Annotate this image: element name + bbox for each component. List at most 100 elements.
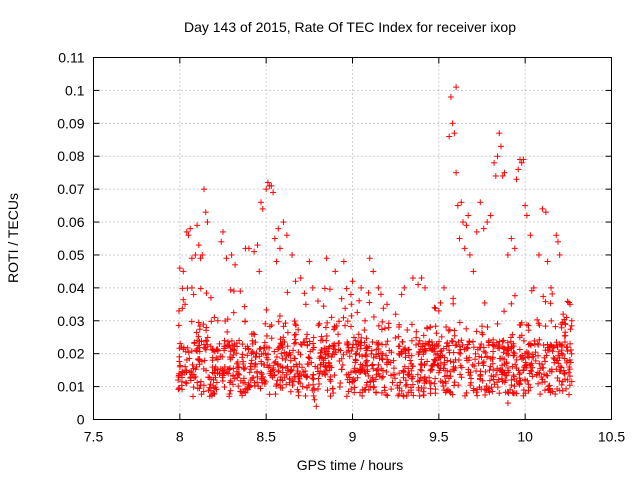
data-point [317,361,324,368]
data-point [390,365,397,372]
data-point [330,346,337,353]
data-point [417,366,424,373]
data-point [295,392,302,399]
data-point [457,346,464,353]
data-point [227,348,234,355]
data-point [464,345,471,352]
data-point [237,388,244,395]
data-point [343,349,350,356]
data-point [413,334,420,341]
data-point [192,373,199,380]
data-point [418,356,425,363]
data-point [301,290,308,297]
data-point [177,340,184,347]
data-point [413,341,420,348]
data-point [323,332,330,339]
data-point [270,189,277,196]
data-point [318,347,325,354]
data-point [279,384,286,391]
data-point [194,379,201,386]
data-point [561,339,568,346]
data-point [251,248,258,255]
data-point [211,348,218,355]
data-point [563,359,570,366]
data-point [196,344,203,351]
data-point [472,356,479,363]
data-point [175,307,182,314]
data-point [287,388,294,395]
data-point [409,375,416,382]
data-point [407,357,414,364]
data-point [207,387,214,394]
data-point [309,346,316,353]
data-point [354,338,361,345]
data-point [201,186,208,193]
data-point [477,375,484,382]
data-point [375,361,382,368]
data-point [271,372,278,379]
data-point [446,133,453,140]
data-point [230,365,237,372]
data-point [271,359,278,366]
data-point [179,305,186,312]
data-point [202,345,209,352]
data-point [240,375,247,382]
data-point [292,321,299,328]
data-point [202,346,209,353]
data-point [378,355,385,362]
data-point [508,300,515,307]
data-point [316,320,323,327]
data-point [351,389,358,396]
data-point [435,307,442,314]
data-point [273,354,280,361]
data-point [451,327,458,334]
data-point [461,245,468,252]
data-point [478,386,485,393]
data-point [244,386,251,393]
data-point [227,377,234,384]
data-point [450,295,457,302]
data-point [284,343,291,350]
data-point [500,349,507,356]
data-point [241,303,248,310]
data-point [564,376,571,383]
data-point [357,389,364,396]
data-point [306,258,313,265]
data-point [396,343,403,350]
data-point [508,345,515,352]
data-point [266,323,273,330]
data-point [299,383,306,390]
data-point [322,351,329,358]
data-point [542,358,549,365]
y-tick-label: 0.1 [65,82,85,98]
data-point [354,374,361,381]
data-point [383,391,390,398]
y-tick-label: 0.02 [57,346,84,362]
data-point [440,382,447,389]
data-point [227,286,234,293]
data-point [275,225,282,232]
data-point [268,335,275,342]
data-point [229,381,236,388]
data-point [291,318,298,325]
data-point [463,325,470,332]
data-point [383,368,390,375]
data-point [350,341,357,348]
data-point [328,364,335,371]
data-point [565,369,572,376]
data-point [200,341,207,348]
data-point [453,84,460,91]
data-point [406,346,413,353]
y-tick-label: 0.06 [57,214,84,230]
data-point [291,355,298,362]
data-point [329,342,336,349]
data-point [302,392,309,399]
data-point [371,383,378,390]
data-point [221,384,228,391]
data-point [276,312,283,319]
data-point [499,362,506,369]
data-point [244,352,251,359]
data-point [522,377,529,384]
data-point [347,323,354,330]
data-point [540,293,547,300]
